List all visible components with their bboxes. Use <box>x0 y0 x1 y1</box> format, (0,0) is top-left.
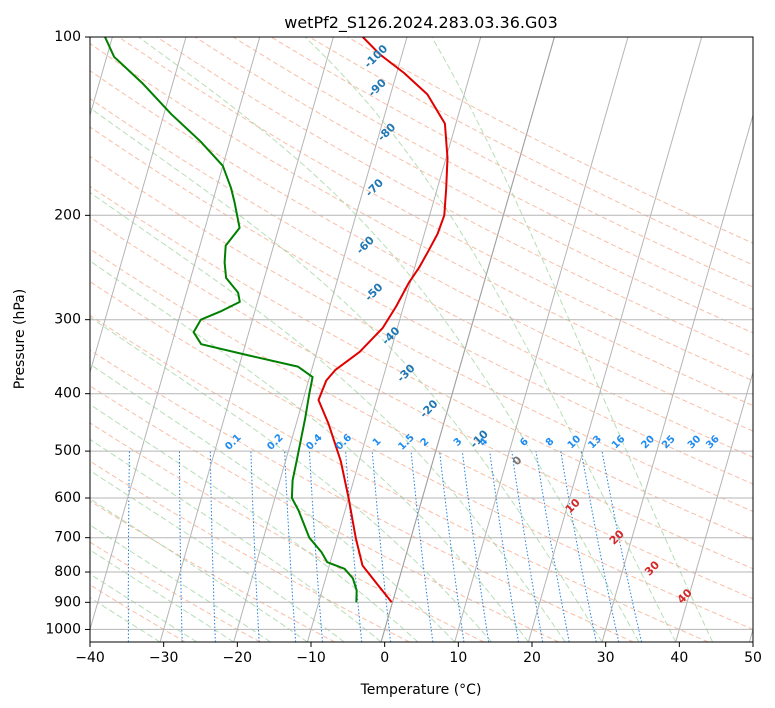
chart-title: wetPf2_S126.2024.283.03.36.G03 <box>284 13 558 33</box>
moist-adiabat <box>90 191 566 642</box>
y-tick-label: 600 <box>54 490 81 506</box>
mixing-ratio-line <box>601 451 643 642</box>
isotherm <box>306 37 482 642</box>
x-tick-label: −10 <box>296 650 326 666</box>
isotherm <box>233 37 408 642</box>
dry-adiabat <box>90 185 753 541</box>
y-tick-label: 800 <box>54 564 81 580</box>
temperature-profile-line <box>317 37 449 603</box>
y-tick-label: 400 <box>54 386 81 402</box>
mixing-ratio-line <box>308 451 323 642</box>
y-tick-label: 700 <box>54 530 81 546</box>
mixing-ratio-line <box>179 451 183 642</box>
y-tick-label: 300 <box>54 312 81 328</box>
series-layer <box>104 37 449 603</box>
isotherm <box>90 37 187 374</box>
x-tick-label: 0 <box>380 650 389 666</box>
y-tick-label: 500 <box>54 443 81 459</box>
x-tick-label: 40 <box>670 650 688 666</box>
dry-adiabat <box>90 314 709 642</box>
x-axis-label: Temperature (°C) <box>360 682 482 698</box>
mixing-ratio-line <box>580 451 620 642</box>
dry-adiabat <box>90 42 753 407</box>
isotherm <box>675 370 753 642</box>
y-axis-label: Pressure (hPa) <box>12 289 28 389</box>
isotherm <box>527 37 703 642</box>
x-tick-label: 30 <box>597 650 615 666</box>
moist-adiabat <box>90 403 419 642</box>
isotherm <box>454 37 629 642</box>
isotherm <box>159 37 334 642</box>
dry-adiabat <box>90 385 559 642</box>
isotherm <box>601 113 753 642</box>
dry-adiabat <box>90 281 753 630</box>
moist-adiabat <box>90 316 492 642</box>
mixing-ratio-line <box>371 451 392 642</box>
isotherm <box>90 37 261 632</box>
dry-adiabat <box>118 37 753 382</box>
x-tick-label: 50 <box>744 650 762 666</box>
dewpoint-profile-line <box>104 37 358 603</box>
moist-adiabat <box>90 549 234 642</box>
moist-adiabat <box>304 37 677 642</box>
dry-adiabat <box>90 349 634 642</box>
y-tick-label: 100 <box>54 29 81 45</box>
x-tick-label: 20 <box>523 650 541 666</box>
x-tick-label: 10 <box>449 650 467 666</box>
moist-adiabat <box>90 438 382 642</box>
y-tick-label: 900 <box>54 594 81 610</box>
plot-frame <box>89 36 754 643</box>
moist-adiabat <box>138 37 640 642</box>
dry-adiabat <box>90 70 753 432</box>
moist-adiabat <box>431 37 714 642</box>
y-tick-label: 200 <box>54 207 81 223</box>
y-tick-label: 1000 <box>45 621 81 637</box>
grid-layer <box>90 37 753 642</box>
mixing-ratio-line <box>209 451 216 642</box>
dry-adiabat <box>90 422 485 642</box>
dry-adiabat <box>90 584 186 642</box>
moist-adiabat <box>90 107 603 642</box>
x-tick-label: −40 <box>75 650 105 666</box>
dry-adiabat <box>90 97 753 458</box>
mixing-ratio-line <box>284 451 297 642</box>
dry-adiabat <box>90 248 753 600</box>
tick-layer: −40 −30 −20 −10 0 10 20 30 40 50 100 200 300 400 500 60… <box>45 29 762 666</box>
x-tick-label: −30 <box>149 650 179 666</box>
moist-adiabat <box>90 260 529 642</box>
x-tick-label: −20 <box>223 650 253 666</box>
mixing-ratio-line <box>250 451 260 642</box>
moist-adiabat <box>90 524 271 642</box>
zero-isotherm <box>380 37 555 642</box>
